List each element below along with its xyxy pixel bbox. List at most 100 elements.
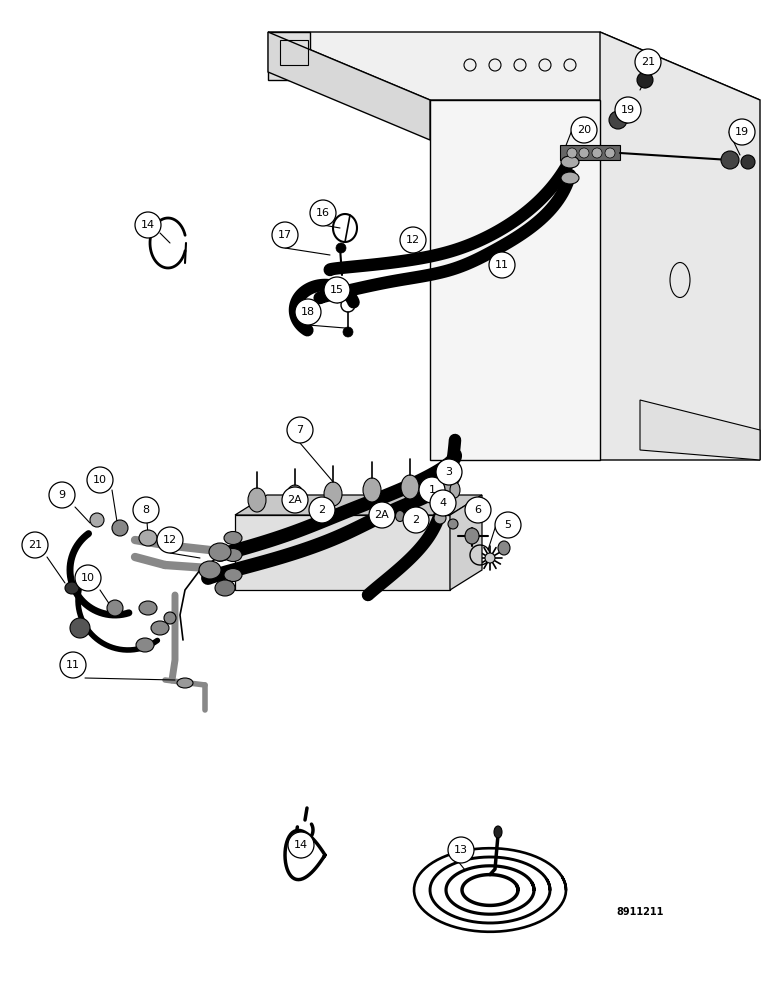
Ellipse shape <box>448 519 458 529</box>
Circle shape <box>489 252 515 278</box>
Circle shape <box>157 527 183 553</box>
Ellipse shape <box>434 512 446 524</box>
Circle shape <box>465 497 491 523</box>
Text: 3: 3 <box>445 467 452 477</box>
Text: 12: 12 <box>163 535 177 545</box>
Ellipse shape <box>286 485 304 509</box>
Circle shape <box>309 497 335 523</box>
Ellipse shape <box>90 513 104 527</box>
Text: 5: 5 <box>504 520 512 530</box>
Ellipse shape <box>395 510 405 522</box>
Ellipse shape <box>224 532 242 544</box>
Ellipse shape <box>451 467 459 477</box>
Circle shape <box>571 117 597 143</box>
Text: 13: 13 <box>454 845 468 855</box>
Ellipse shape <box>151 621 169 635</box>
Text: 17: 17 <box>278 230 292 240</box>
Ellipse shape <box>401 475 419 499</box>
Polygon shape <box>235 515 450 590</box>
Text: 6: 6 <box>475 505 482 515</box>
Circle shape <box>70 618 90 638</box>
Circle shape <box>485 553 495 563</box>
Ellipse shape <box>465 528 479 544</box>
Text: 4: 4 <box>439 498 446 508</box>
Ellipse shape <box>494 826 502 838</box>
Polygon shape <box>268 32 310 80</box>
Text: 11: 11 <box>66 660 80 670</box>
Text: 19: 19 <box>735 127 749 137</box>
Circle shape <box>272 222 298 248</box>
Text: 2A: 2A <box>288 495 303 505</box>
Circle shape <box>615 97 641 123</box>
Text: 18: 18 <box>301 307 315 317</box>
Text: 8: 8 <box>143 505 150 515</box>
Circle shape <box>579 148 589 158</box>
Text: 15: 15 <box>330 285 344 295</box>
Circle shape <box>295 299 321 325</box>
Circle shape <box>567 148 577 158</box>
Text: 8911211: 8911211 <box>616 907 664 917</box>
Text: 21: 21 <box>28 540 42 550</box>
Circle shape <box>135 212 161 238</box>
Ellipse shape <box>215 580 235 596</box>
Circle shape <box>60 652 86 678</box>
Text: 20: 20 <box>577 125 591 135</box>
Circle shape <box>75 565 101 591</box>
Text: 10: 10 <box>81 573 95 583</box>
Text: 14: 14 <box>141 220 155 230</box>
Text: 2: 2 <box>412 515 419 525</box>
Ellipse shape <box>224 548 242 562</box>
Polygon shape <box>268 32 430 140</box>
Ellipse shape <box>199 561 221 579</box>
Polygon shape <box>600 32 760 460</box>
Text: 7: 7 <box>296 425 303 435</box>
Ellipse shape <box>324 482 342 506</box>
Ellipse shape <box>136 638 154 652</box>
Circle shape <box>721 151 739 169</box>
Ellipse shape <box>139 530 157 546</box>
Polygon shape <box>235 495 482 515</box>
Ellipse shape <box>561 156 579 168</box>
Circle shape <box>430 490 456 516</box>
Circle shape <box>87 467 113 493</box>
Ellipse shape <box>363 478 381 502</box>
Circle shape <box>605 148 615 158</box>
Ellipse shape <box>112 520 128 536</box>
Circle shape <box>310 200 336 226</box>
Text: 1: 1 <box>428 485 435 495</box>
Circle shape <box>49 482 75 508</box>
Ellipse shape <box>248 488 266 512</box>
Text: 12: 12 <box>406 235 420 245</box>
Circle shape <box>324 277 350 303</box>
Circle shape <box>336 243 346 253</box>
Circle shape <box>133 497 159 523</box>
Ellipse shape <box>450 482 460 498</box>
Polygon shape <box>268 32 760 100</box>
Ellipse shape <box>177 678 193 688</box>
Ellipse shape <box>439 472 457 496</box>
Ellipse shape <box>224 568 242 582</box>
Text: 14: 14 <box>294 840 308 850</box>
Circle shape <box>419 477 445 503</box>
Text: 19: 19 <box>621 105 635 115</box>
Circle shape <box>282 487 308 513</box>
Text: 11: 11 <box>495 260 509 270</box>
Polygon shape <box>430 100 600 460</box>
Circle shape <box>343 327 353 337</box>
Circle shape <box>400 227 426 253</box>
Text: 10: 10 <box>93 475 107 485</box>
Ellipse shape <box>498 541 510 555</box>
Circle shape <box>592 148 602 158</box>
Text: 2A: 2A <box>374 510 389 520</box>
Text: 2: 2 <box>318 505 326 515</box>
Ellipse shape <box>107 600 123 616</box>
Ellipse shape <box>65 582 79 594</box>
Text: 21: 21 <box>641 57 655 67</box>
Text: 16: 16 <box>316 208 330 218</box>
Ellipse shape <box>561 172 579 184</box>
Circle shape <box>22 532 48 558</box>
Polygon shape <box>450 495 482 590</box>
Ellipse shape <box>139 601 157 615</box>
Circle shape <box>729 119 755 145</box>
Circle shape <box>741 155 755 169</box>
